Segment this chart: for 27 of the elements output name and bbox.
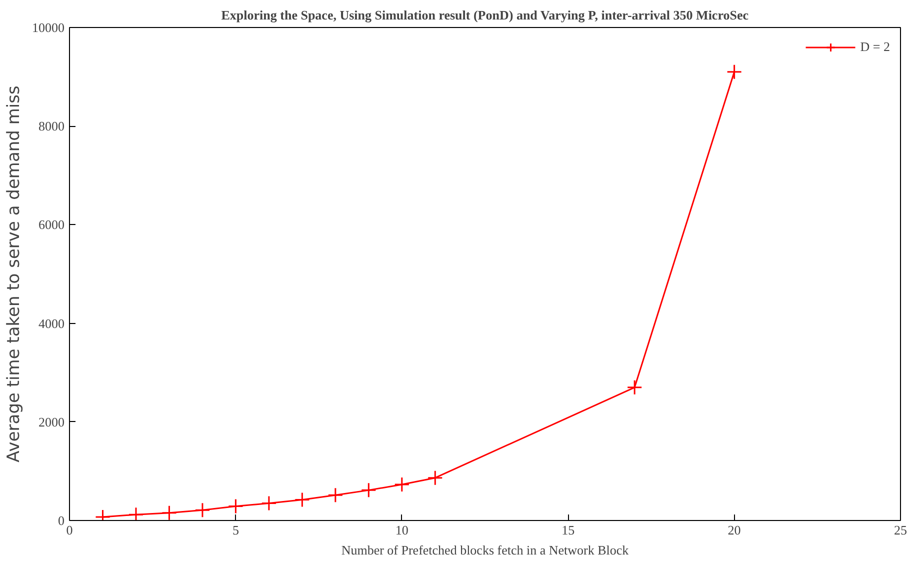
y-tick-label: 10000 — [32, 20, 64, 35]
y-tick-label: 8000 — [38, 118, 64, 134]
point — [128, 506, 144, 520]
chart-title: Exploring the Space, Using Simulation result (PonD) and Varying P, inter-arrival 350 MicroSec — [221, 8, 749, 22]
point — [328, 487, 344, 503]
y-tick-label: 4000 — [38, 316, 64, 331]
y-tick-label: 6000 — [38, 217, 64, 232]
x-tick-label: 15 — [562, 522, 575, 538]
x-tick-label: 20 — [728, 522, 741, 538]
y-axis-title: Average time taken to serve a demand miss — [4, 86, 24, 462]
point — [228, 498, 244, 514]
y-tick-label: 0 — [58, 513, 64, 528]
legend-label: D = 2 — [860, 39, 890, 55]
point — [194, 502, 210, 518]
point — [726, 64, 742, 80]
y-tick-label: 2000 — [38, 414, 64, 430]
x-tick-label: 5 — [232, 522, 239, 538]
x-tick-label: 25 — [894, 522, 907, 538]
point — [394, 476, 410, 492]
point — [261, 495, 277, 511]
point — [427, 470, 443, 486]
x-axis-title: Number of Prefetched blocks fetch in a Network Block — [341, 542, 630, 558]
point — [161, 505, 177, 520]
x-tick-label: 10 — [395, 522, 408, 538]
point — [294, 492, 310, 508]
point — [626, 380, 642, 396]
point — [360, 482, 376, 498]
